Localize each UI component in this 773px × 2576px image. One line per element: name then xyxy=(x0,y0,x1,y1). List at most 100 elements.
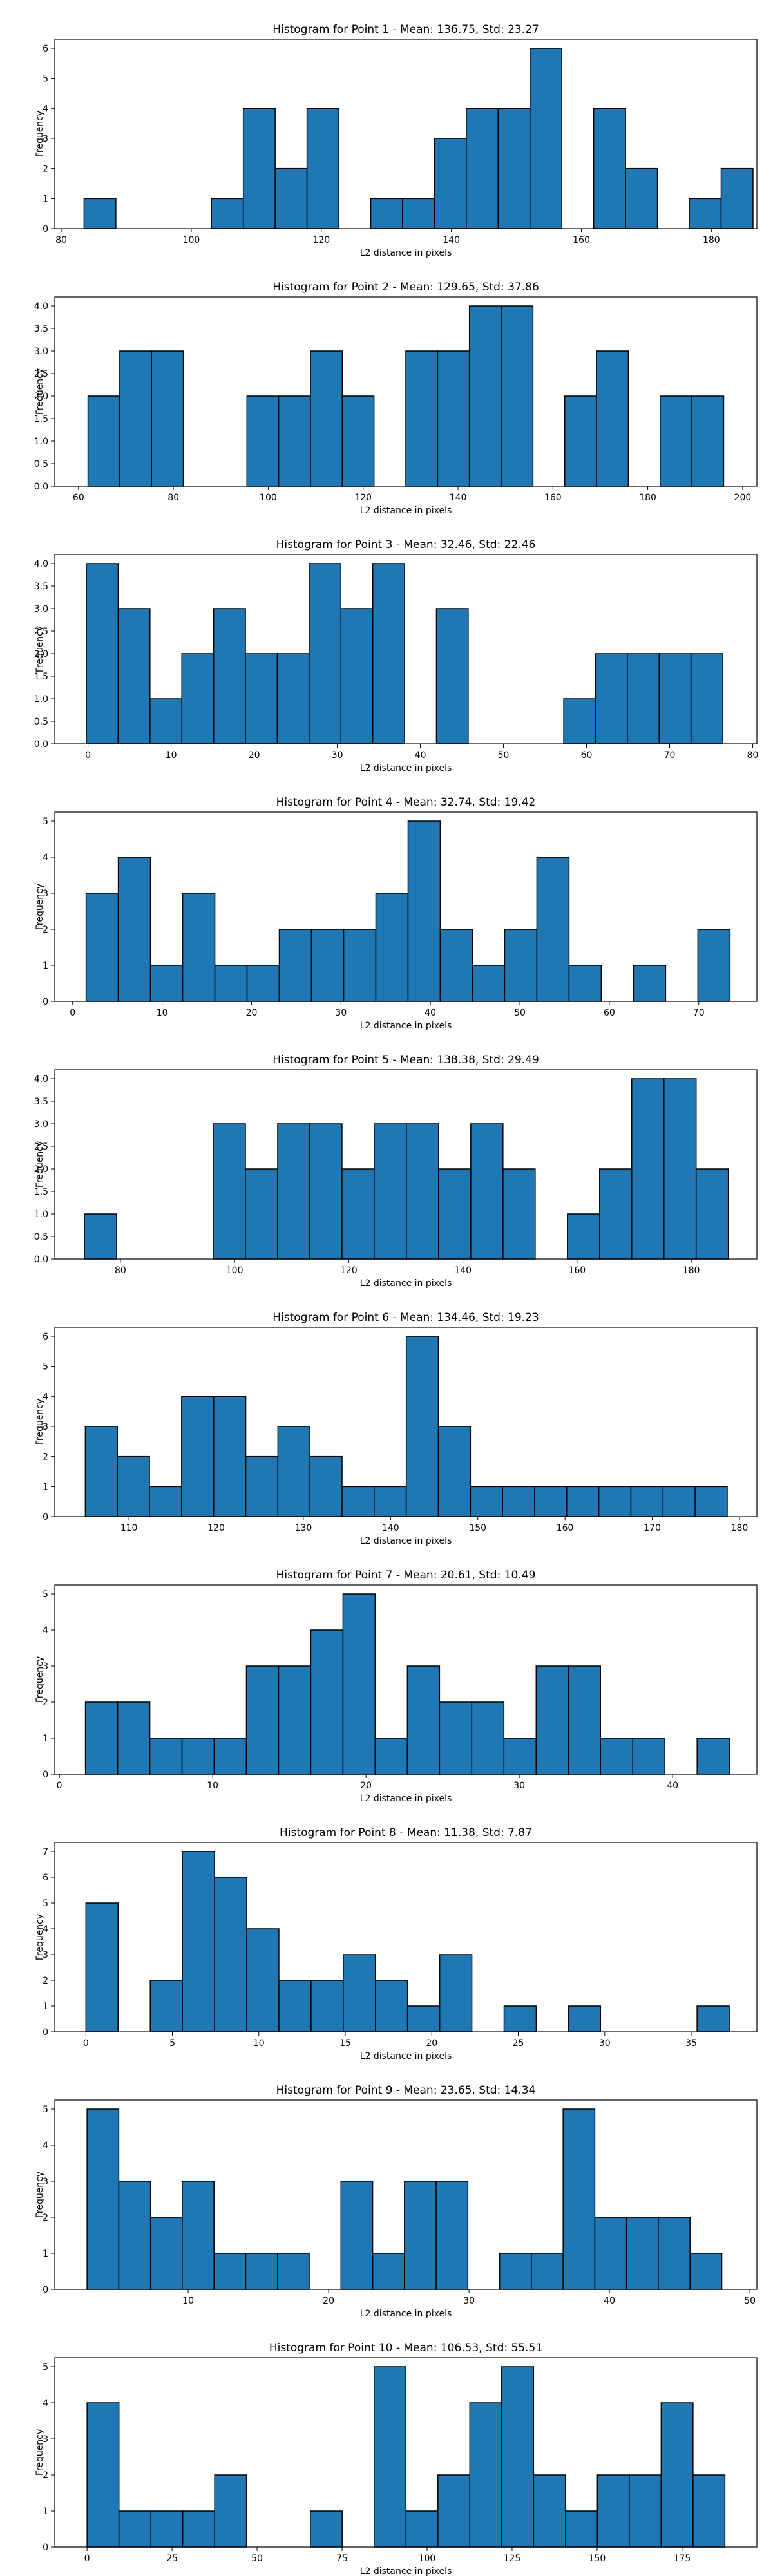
y-tick-label: 1 xyxy=(43,1734,48,1744)
x-tick-label: 80 xyxy=(115,1265,126,1276)
y-tick-label: 1.5 xyxy=(34,1187,48,1197)
histogram-bar xyxy=(404,2181,437,2290)
chart-panel-5: Histogram for Point 5 - Mean: 138.38, St… xyxy=(34,1054,758,1289)
histogram-bar xyxy=(117,857,151,1002)
x-axis-label: L2 distance in pixels xyxy=(360,1794,452,1804)
y-tick-label: 3.0 xyxy=(34,346,48,357)
x-axis-label: L2 distance in pixels xyxy=(360,506,452,516)
y-tick-label: 0 xyxy=(43,2027,48,2038)
histogram-bar xyxy=(627,653,660,744)
x-tick-label: 20 xyxy=(426,2038,437,2049)
histogram-bar xyxy=(149,1738,183,1775)
histogram-bar xyxy=(405,1336,439,1517)
chart-panel-3: Histogram for Point 3 - Mean: 32.46, Std… xyxy=(34,538,759,773)
histogram-bar xyxy=(531,2253,564,2290)
histogram-bar xyxy=(117,1701,151,1775)
x-tick-label: 120 xyxy=(354,493,372,503)
histogram-bar xyxy=(85,1902,119,2032)
x-tick-label: 140 xyxy=(450,493,467,503)
y-tick-label: 3 xyxy=(43,1422,48,1432)
chart-title: Histogram for Point 2 - Mean: 129.65, St… xyxy=(272,281,539,294)
histogram-bar xyxy=(149,1980,183,2032)
x-tick-label: 110 xyxy=(120,1523,138,1533)
histogram-bar xyxy=(658,653,692,744)
histogram-bar xyxy=(470,1123,504,1260)
histogram-bar xyxy=(310,929,345,1002)
axes-frame xyxy=(54,296,758,487)
y-tick-label: 1.0 xyxy=(34,1209,48,1220)
y-tick-label: 0 xyxy=(43,1512,48,1522)
histogram-bars xyxy=(86,2108,723,2290)
histogram-bar xyxy=(470,1486,503,1517)
y-tick-label: 3 xyxy=(43,1950,48,1960)
histogram-bar xyxy=(600,1738,633,1775)
histogram-bar xyxy=(374,1123,407,1260)
histogram-bar xyxy=(149,698,182,744)
x-tick-label: 150 xyxy=(469,1523,486,1533)
x-axis-label: L2 distance in pixels xyxy=(360,763,452,773)
y-axis-label: Frequency xyxy=(35,368,45,415)
histogram-bar xyxy=(214,1877,247,2032)
histogram-bar xyxy=(181,1396,215,1517)
histogram-bar xyxy=(374,1738,408,1775)
histogram-bar xyxy=(501,2366,535,2548)
histogram-bar xyxy=(696,2005,730,2032)
x-axis-label: L2 distance in pixels xyxy=(360,1021,452,1031)
histogram-bar xyxy=(689,2253,723,2290)
axes-frame xyxy=(54,2099,758,2290)
histogram-bar xyxy=(629,2474,662,2548)
histogram-bar xyxy=(568,2005,602,2032)
histogram-bar xyxy=(625,2217,659,2290)
histogram-bar xyxy=(213,2253,247,2290)
histogram-bar xyxy=(437,1426,472,1517)
x-tick-label: 60 xyxy=(604,1008,615,1018)
histogram-bar xyxy=(631,1078,665,1260)
histogram-bar xyxy=(568,1665,602,1775)
y-tick-label: 5 xyxy=(43,1589,48,1600)
histogram-bar xyxy=(468,305,502,487)
histogram-bar xyxy=(309,1455,343,1517)
y-tick-label: 2 xyxy=(43,1976,48,1986)
y-axis-label: Frequency xyxy=(35,2429,45,2476)
histogram-bar xyxy=(245,1168,278,1260)
histogram-bar xyxy=(439,1701,473,1775)
x-tick-label: 100 xyxy=(226,1265,243,1276)
x-tick-label: 50 xyxy=(514,1008,526,1018)
histogram-bar xyxy=(625,167,658,229)
x-tick-label: 180 xyxy=(683,1265,700,1276)
y-tick-label: 6 xyxy=(43,44,48,54)
x-tick-label: 35 xyxy=(685,2038,697,2049)
x-tick-label: 80 xyxy=(55,235,67,245)
histogram-bar xyxy=(435,608,469,744)
x-axis-label: L2 distance in pixels xyxy=(360,2566,452,2576)
y-tick-label: 2 xyxy=(43,1698,48,1708)
axes-frame xyxy=(54,1584,758,1775)
histogram-bar xyxy=(245,653,278,744)
histogram-bar xyxy=(84,1213,117,1260)
x-tick-label: 50 xyxy=(251,2553,263,2564)
histogram-bar xyxy=(370,198,403,229)
histogram-bar xyxy=(310,1629,344,1775)
x-tick-label: 75 xyxy=(336,2553,348,2564)
histogram-bar xyxy=(689,198,722,229)
y-tick-label: 7 xyxy=(43,1847,48,1857)
histogram-bar xyxy=(535,1665,569,1775)
histogram-bar xyxy=(503,2005,537,2032)
histogram-bar xyxy=(437,2474,471,2548)
x-tick-label: 0 xyxy=(70,1008,75,1018)
histogram-bar xyxy=(149,1486,182,1517)
histogram-bar xyxy=(277,1123,310,1260)
histogram-bar xyxy=(182,2181,215,2290)
axes-frame xyxy=(54,39,758,229)
x-axis-label: L2 distance in pixels xyxy=(360,248,452,258)
histogram-bar xyxy=(568,965,602,1002)
x-tick-label: 80 xyxy=(747,750,759,761)
chart-panel-4: Histogram for Point 4 - Mean: 32.74, Std… xyxy=(35,796,758,1031)
x-tick-label: 30 xyxy=(332,750,343,761)
y-tick-label: 3 xyxy=(43,2434,48,2445)
x-tick-label: 100 xyxy=(183,235,200,245)
y-tick-label: 3.0 xyxy=(34,604,48,614)
histogram-bar xyxy=(407,820,441,1002)
y-tick-label: 3.5 xyxy=(34,324,48,334)
chart-title: Histogram for Point 9 - Mean: 23.65, Std… xyxy=(276,2084,536,2097)
